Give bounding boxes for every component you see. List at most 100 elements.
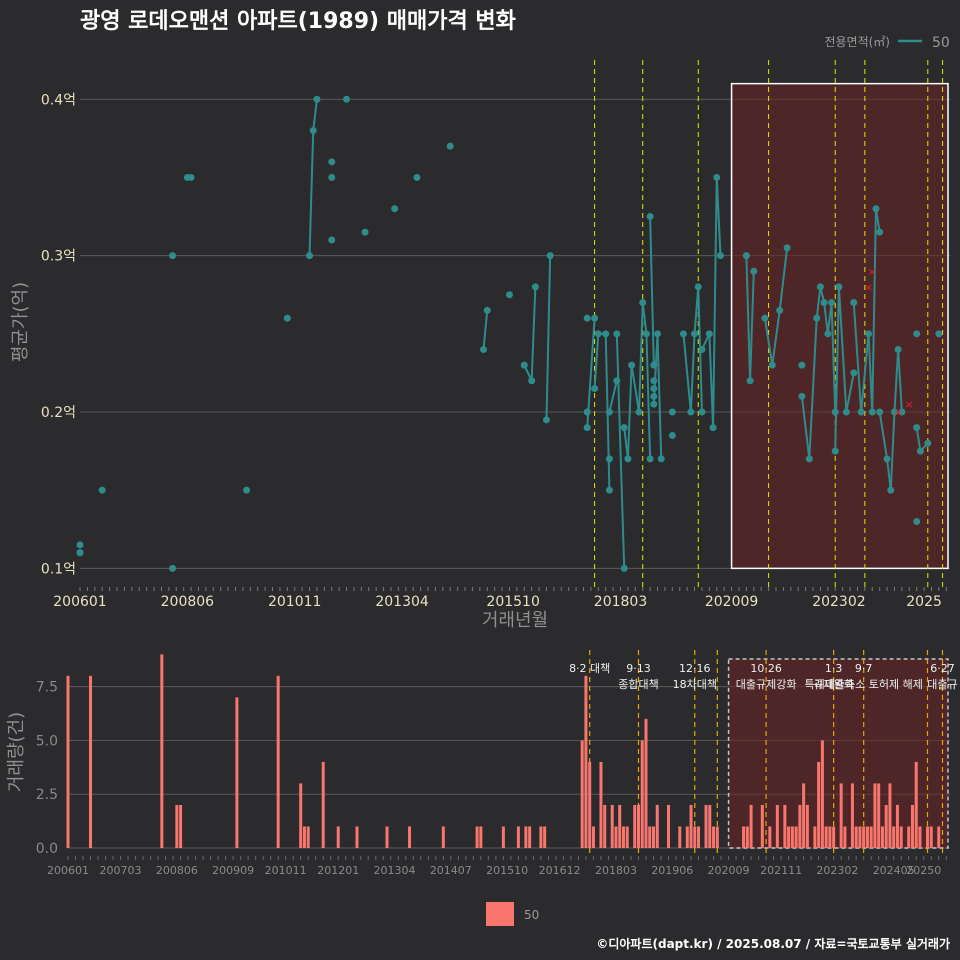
volume-bar: [678, 826, 682, 848]
series-line-segment: [641, 302, 648, 334]
x-tick-label: 202302: [812, 594, 865, 610]
volume-bar: [648, 826, 652, 848]
volume-bar: [614, 826, 618, 848]
volume-bar: [621, 826, 625, 848]
x-axis-label: 거래년월: [482, 610, 548, 631]
volume-bar: [501, 826, 505, 848]
volume-bar: [441, 826, 445, 848]
data-point: [639, 299, 647, 307]
volume-panel: 8·2 대책 9·13 종합대책 12·16 18차대책 10·26 대출규제강화 1·3 규제…: [36, 650, 958, 877]
data-point: [243, 486, 251, 494]
policy-annotation: 12·16: [679, 662, 711, 675]
data-point: [646, 213, 654, 221]
volume-bar: [584, 675, 588, 848]
data-point: [698, 345, 706, 353]
x-tick-label: 200909: [212, 864, 254, 877]
volume-bar: [235, 697, 239, 848]
data-point: [591, 314, 599, 322]
series-line-segment: [608, 380, 618, 413]
volume-bar: [475, 826, 479, 848]
data-point: [328, 173, 336, 181]
volume-bar: [633, 804, 637, 848]
series-line-segment: [834, 286, 840, 452]
policy-annotation: 8·2 대책: [569, 662, 610, 675]
volume-bar: [783, 804, 787, 848]
data-point: [583, 314, 591, 322]
data-point: [687, 408, 695, 416]
data-point: [309, 127, 317, 135]
x-tick-label: 200806: [161, 594, 215, 610]
policy-annotation: 대출규: [927, 678, 957, 691]
volume-bar: [892, 826, 896, 848]
data-point: [343, 95, 351, 103]
volume-bar: [336, 826, 340, 848]
data-point: [831, 447, 839, 455]
data-point: [872, 205, 880, 213]
data-point: [813, 314, 821, 322]
data-point: [913, 517, 921, 525]
volume-bar: [708, 804, 712, 848]
policy-annotation: 9·7: [855, 662, 873, 675]
volume-bar: [355, 826, 359, 848]
data-point: [750, 267, 758, 275]
data-point: [668, 431, 676, 439]
data-point: [283, 314, 291, 322]
volume-bar: [644, 718, 648, 848]
data-point: [713, 173, 721, 181]
volume-bar: [907, 826, 911, 848]
data-point: [742, 252, 750, 260]
series-line-segment: [860, 333, 870, 413]
data-point: [761, 314, 769, 322]
series-line-segment: [712, 177, 718, 428]
volume-bar: [640, 740, 644, 848]
data-point: [705, 330, 713, 338]
data-point: [679, 330, 687, 338]
volume-bar: [66, 675, 70, 848]
series-line-segment: [749, 271, 755, 381]
data-point: [709, 424, 717, 432]
x-tick-label: 201407: [430, 864, 472, 877]
volume-bar: [408, 826, 412, 848]
data-point: [654, 330, 662, 338]
volume-bar: [704, 804, 708, 848]
volume-bar: [910, 804, 914, 848]
data-point: [531, 283, 539, 291]
data-point: [98, 486, 106, 494]
volume-bar: [715, 826, 719, 848]
volume-bar: [832, 826, 836, 848]
data-point: [528, 377, 536, 385]
series-line-segment: [545, 255, 552, 420]
data-point: [650, 385, 658, 393]
volume-bar: [824, 826, 828, 848]
x-tick-label: 202405: [873, 864, 915, 877]
data-point: [413, 173, 421, 181]
data-point: [306, 252, 314, 260]
cancelled-point: ×: [864, 281, 873, 294]
data-point: [798, 361, 806, 369]
x-tick-label: 201201: [317, 864, 359, 877]
series-line-segment: [800, 396, 811, 460]
series-line-segment: [745, 255, 752, 381]
volume-bar: [790, 826, 794, 848]
series-line-segment: [630, 364, 641, 413]
volume-bar: [899, 826, 903, 848]
y-tick-label: 0.3억: [41, 249, 76, 265]
data-point: [480, 345, 488, 353]
volume-bar: [914, 761, 918, 848]
data-point: [865, 330, 873, 338]
volume-bar: [179, 804, 183, 848]
volume-bar: [813, 826, 817, 848]
data-point: [650, 392, 658, 400]
volume-bar: [524, 826, 528, 848]
volume-bar: [798, 804, 802, 848]
volume-bar: [655, 804, 659, 848]
series-line-segment: [778, 247, 789, 311]
data-point: [594, 330, 602, 338]
volume-bar: [873, 783, 877, 848]
series-line-segment: [682, 333, 692, 413]
series-line-segment: [593, 333, 600, 389]
data-point: [605, 455, 613, 463]
series-line-segment: [830, 302, 837, 413]
y-tick-label: 7.5: [36, 680, 58, 696]
series-line-segment: [530, 286, 537, 381]
